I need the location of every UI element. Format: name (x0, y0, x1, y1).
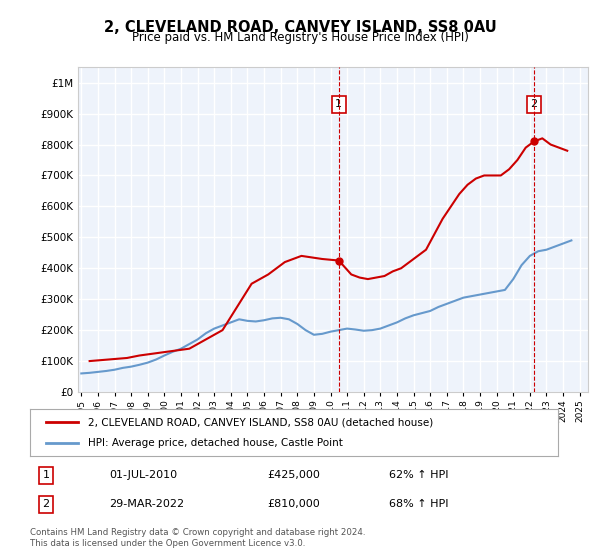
Text: HPI: Average price, detached house, Castle Point: HPI: Average price, detached house, Cast… (88, 438, 343, 448)
Text: 29-MAR-2022: 29-MAR-2022 (109, 500, 184, 510)
Text: 2: 2 (42, 500, 49, 510)
Text: £425,000: £425,000 (268, 470, 320, 480)
Text: Price paid vs. HM Land Registry's House Price Index (HPI): Price paid vs. HM Land Registry's House … (131, 31, 469, 44)
Text: 2, CLEVELAND ROAD, CANVEY ISLAND, SS8 0AU: 2, CLEVELAND ROAD, CANVEY ISLAND, SS8 0A… (104, 20, 496, 35)
Text: 68% ↑ HPI: 68% ↑ HPI (389, 500, 449, 510)
Text: 1: 1 (335, 99, 343, 109)
Text: 2: 2 (530, 99, 538, 109)
Text: 01-JUL-2010: 01-JUL-2010 (109, 470, 178, 480)
Text: 62% ↑ HPI: 62% ↑ HPI (389, 470, 449, 480)
Text: 1: 1 (43, 470, 49, 480)
Text: 2, CLEVELAND ROAD, CANVEY ISLAND, SS8 0AU (detached house): 2, CLEVELAND ROAD, CANVEY ISLAND, SS8 0A… (88, 417, 433, 427)
Text: Contains HM Land Registry data © Crown copyright and database right 2024.
This d: Contains HM Land Registry data © Crown c… (30, 528, 365, 548)
Text: £810,000: £810,000 (268, 500, 320, 510)
